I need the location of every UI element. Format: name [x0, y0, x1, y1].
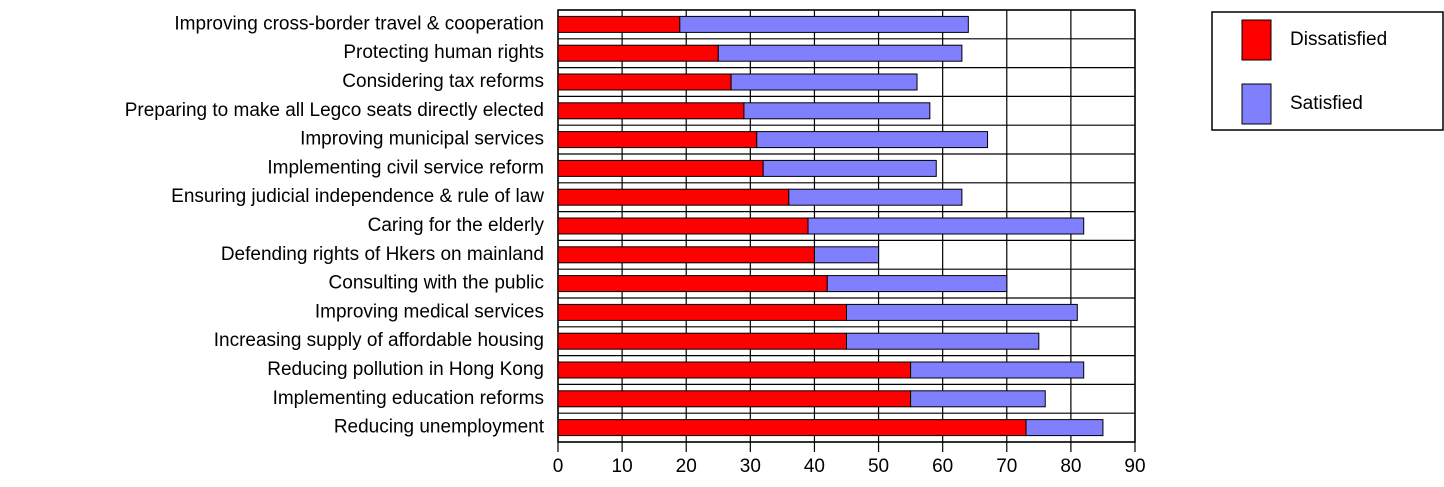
x-tick-label: 10	[612, 456, 633, 477]
x-tick-label: 90	[1124, 456, 1145, 477]
bar	[846, 303, 1078, 321]
y-tick-label: Defending rights of Hkers on mainland	[221, 244, 544, 265]
y-tick-label: Reducing pollution in Hong Kong	[267, 359, 544, 380]
y-tick-label: Preparing to make all Legco seats direct…	[125, 100, 544, 121]
y-tick-label: Ensuring judicial independence & rule of…	[171, 186, 544, 207]
x-tick-label: 20	[676, 456, 697, 477]
y-tick-label: Considering tax reforms	[342, 71, 544, 92]
y-tick-label: Improving municipal services	[300, 129, 544, 150]
bar	[557, 102, 745, 120]
bar	[557, 217, 809, 235]
y-tick-label: Protecting human rights	[343, 42, 544, 63]
y-tick-label: Implementing education reforms	[273, 388, 544, 409]
bar	[910, 361, 1085, 379]
x-tick-label: 60	[932, 456, 953, 477]
bar	[557, 419, 1027, 437]
y-tick-label: Improving cross-border travel & cooperat…	[174, 13, 544, 34]
y-tick-label: Implementing civil service reform	[267, 157, 544, 178]
bar	[807, 217, 1085, 235]
legend-label: Dissatisfied	[1290, 29, 1387, 50]
y-tick-label: Increasing supply of affordable housing	[214, 330, 544, 351]
bar	[730, 73, 918, 91]
y-tick-label: Caring for the elderly	[368, 215, 545, 236]
legend-swatch	[1241, 83, 1272, 125]
bar	[557, 73, 732, 91]
x-tick-label: 50	[868, 456, 889, 477]
bar	[826, 275, 1008, 293]
bar	[557, 159, 764, 177]
legend-swatch	[1241, 19, 1272, 61]
bar	[557, 44, 719, 62]
bar	[679, 15, 969, 33]
bar	[557, 188, 790, 206]
y-tick-label: Improving medical services	[315, 301, 544, 322]
bar	[717, 44, 963, 62]
bar	[813, 246, 880, 264]
bar	[846, 332, 1040, 350]
bar	[557, 332, 847, 350]
x-tick-label: 70	[996, 456, 1017, 477]
x-tick-label: 0	[553, 456, 564, 477]
bar	[557, 15, 681, 33]
bar	[557, 275, 828, 293]
bar	[743, 102, 931, 120]
bar	[788, 188, 963, 206]
x-tick-label: 80	[1060, 456, 1081, 477]
y-tick-label: Reducing unemployment	[334, 417, 545, 438]
bar	[557, 303, 847, 321]
bar	[762, 159, 937, 177]
y-tick-label: Consulting with the public	[329, 273, 544, 294]
bar	[557, 390, 912, 408]
bar	[557, 131, 758, 149]
bar	[557, 361, 912, 379]
x-tick-label: 40	[804, 456, 825, 477]
x-tick-label: 30	[740, 456, 761, 477]
bar	[557, 246, 815, 264]
bar	[910, 390, 1046, 408]
bar	[756, 131, 989, 149]
bar	[1025, 419, 1104, 437]
legend-label: Satisfied	[1290, 93, 1363, 114]
